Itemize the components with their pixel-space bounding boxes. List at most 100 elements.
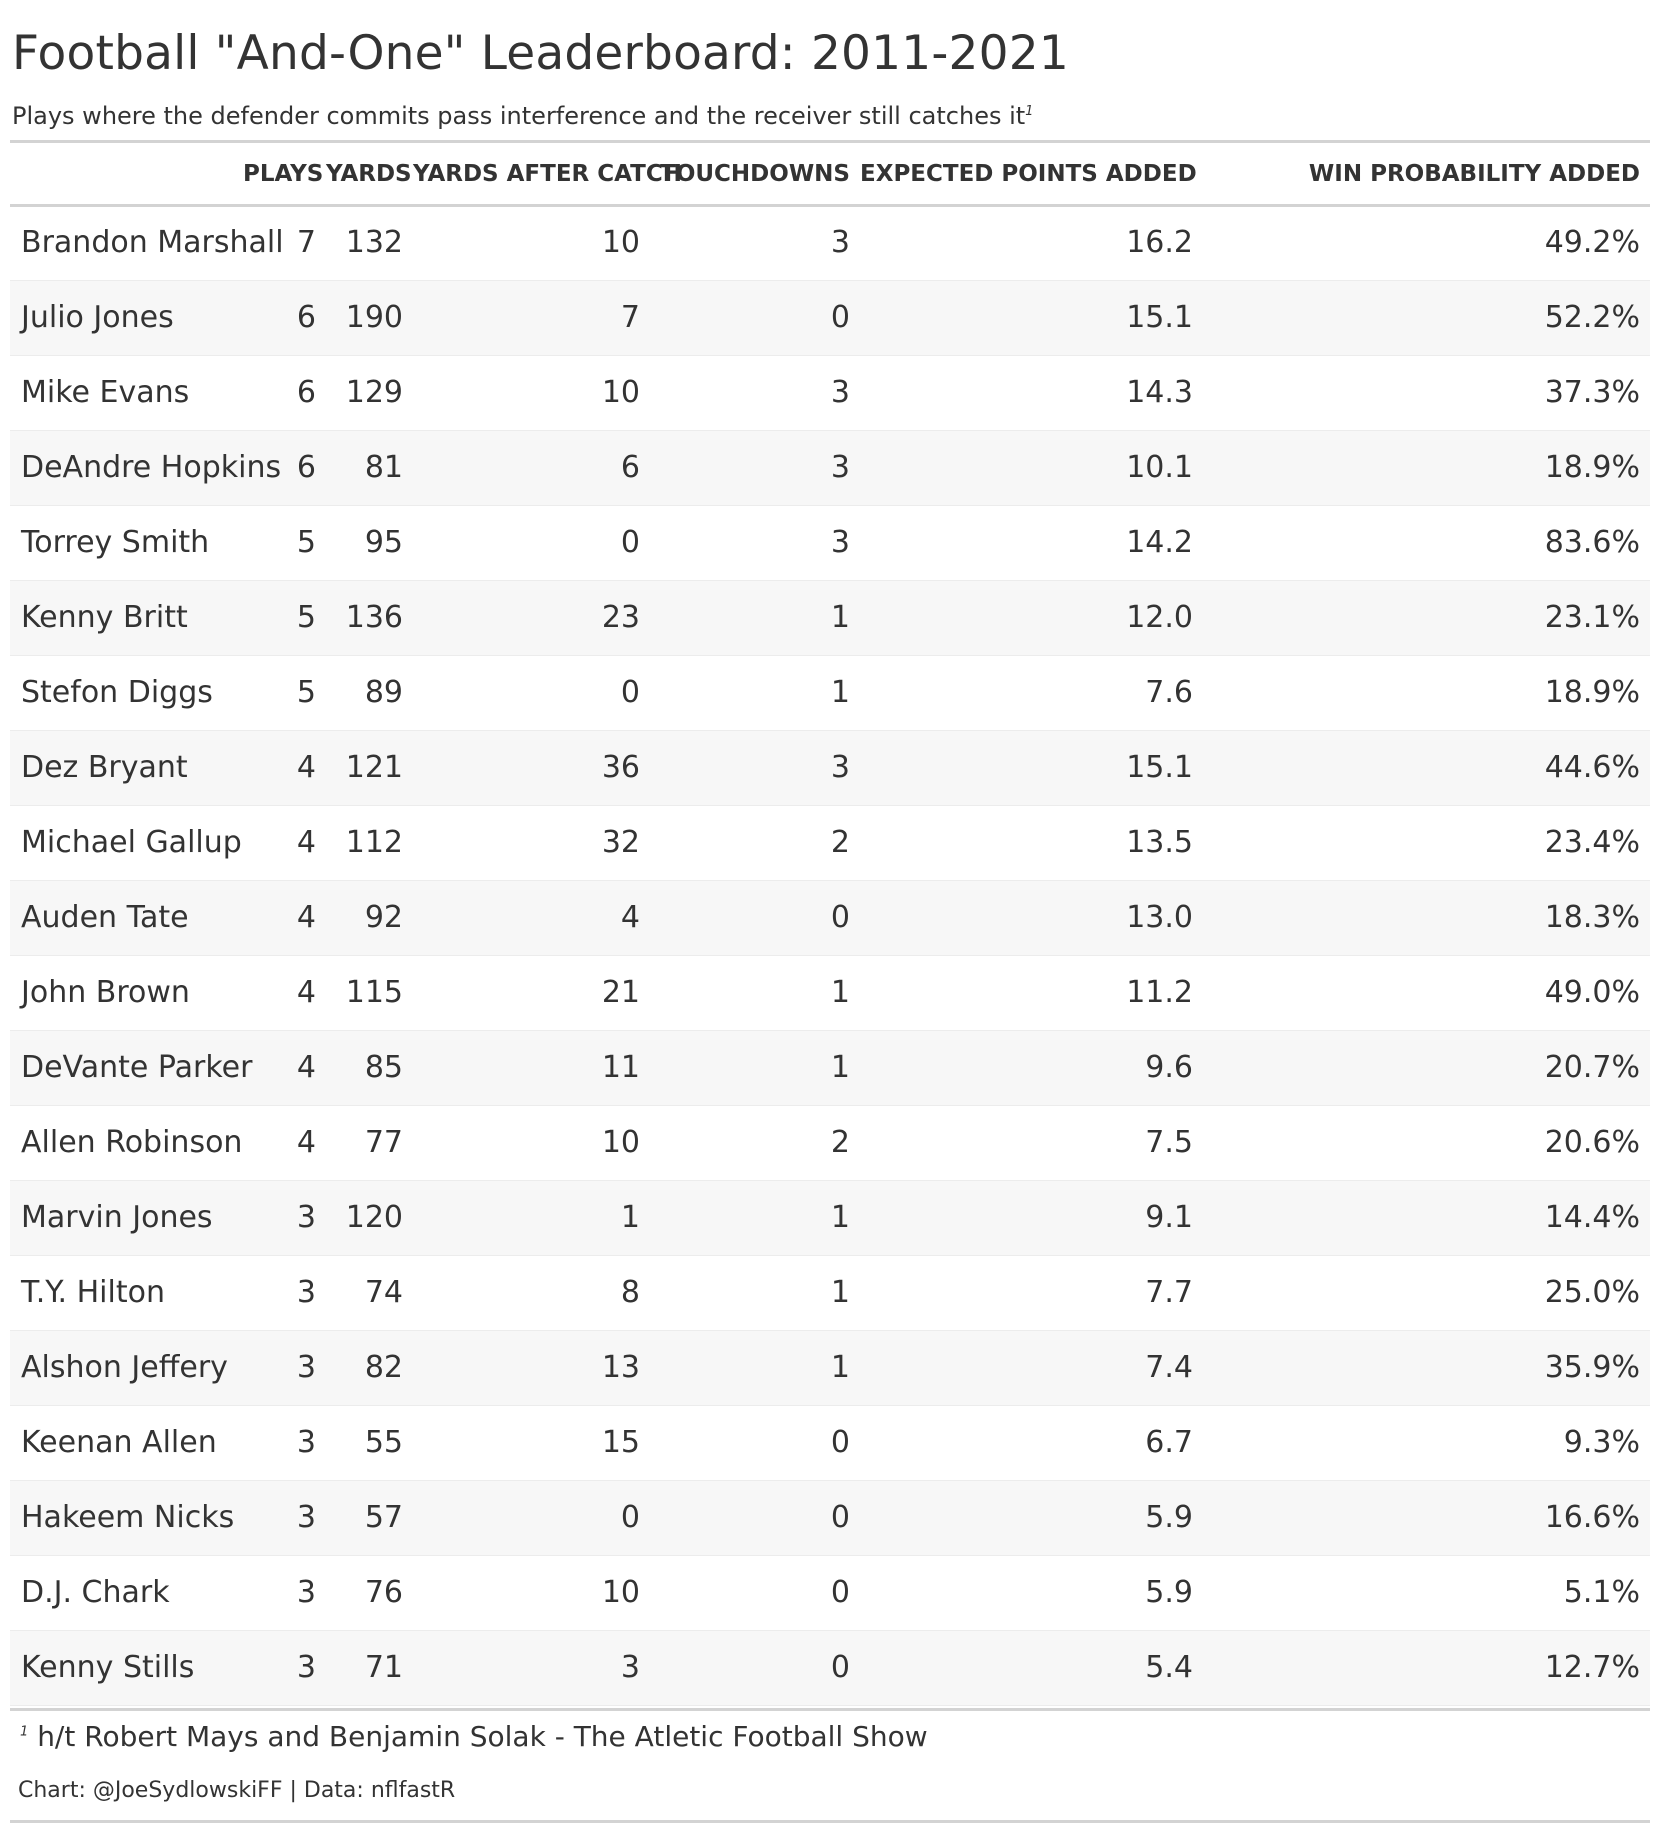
player-name-cell: Keenan Allen (21, 1425, 217, 1460)
player-name-cell: Dez Bryant (21, 750, 188, 785)
table-cell: 10.1 (1126, 450, 1193, 485)
table-cell: 121 (345, 750, 403, 785)
player-name-cell: Julio Jones (21, 300, 174, 335)
chart-title: Football "And-One" Leaderboard: 2011-202… (12, 26, 1069, 81)
table-cell: 115 (345, 975, 403, 1010)
table-cell: 1 (620, 1200, 640, 1235)
table-cell: 0 (830, 900, 850, 935)
table-cell: 3 (296, 1425, 316, 1460)
table-cell: 120 (345, 1200, 403, 1235)
table-row: Stefon Diggs 5 89 0 1 7.6 18.9% (10, 655, 1650, 730)
table-cell: 10 (601, 1575, 640, 1610)
table-cell: 10 (601, 224, 640, 260)
player-name-cell: Brandon Marshall (21, 224, 284, 260)
table-cell: 129 (345, 375, 403, 410)
player-name-cell: Hakeem Nicks (21, 1500, 235, 1535)
table-cell: 95 (364, 525, 403, 560)
table-cell: 49.0% (1544, 975, 1640, 1010)
table-cell: 20.7% (1544, 1050, 1640, 1085)
table-cell: 77 (364, 1125, 403, 1160)
table-cell: 9.6 (1145, 1050, 1193, 1085)
column-header: TOUCHDOWNS (660, 160, 850, 187)
table-cell: 5 (296, 675, 316, 710)
table-cell: 55 (364, 1425, 403, 1460)
table-cell: 10 (601, 375, 640, 410)
table-row: Keenan Allen 3 55 15 0 6.7 9.3% (10, 1405, 1650, 1480)
table-cell: 3 (830, 375, 850, 410)
table-cell: 15.1 (1126, 300, 1193, 335)
column-header: WIN PROBABILITY ADDED (1308, 160, 1640, 187)
table-cell: 3 (296, 1575, 316, 1610)
table-cell: 8 (620, 1275, 640, 1310)
header-row: PLAYS YARDS YARDS AFTER CATCH TOUCHDOWNS… (10, 142, 1650, 205)
player-name-cell: Marvin Jones (21, 1200, 213, 1235)
player-name-cell: D.J. Chark (21, 1575, 170, 1610)
table-cell: 13.5 (1126, 825, 1193, 860)
column-header: YARDS (326, 160, 412, 187)
table-cell: 18.9% (1544, 450, 1640, 485)
table-row: D.J. Chark 3 76 10 0 5.9 5.1% (10, 1555, 1650, 1630)
chart-subtitle: Plays where the defender commits pass in… (12, 102, 1033, 130)
table-row: Alshon Jeffery 3 82 13 1 7.4 35.9% (10, 1330, 1650, 1405)
player-name-cell: Kenny Stills (21, 1650, 195, 1685)
table-cell: 74 (364, 1275, 403, 1310)
leaderboard-table: PLAYS YARDS YARDS AFTER CATCH TOUCHDOWNS… (10, 142, 1650, 1706)
table-cell: 7.6 (1145, 675, 1193, 710)
table-row: Kenny Stills 3 71 3 0 5.4 12.7% (10, 1630, 1650, 1705)
footnote-text: h/t Robert Mays and Benjamin Solak - The… (37, 1720, 928, 1753)
table-cell: 0 (830, 1425, 850, 1460)
footnote-mark: 1 (20, 1724, 29, 1740)
table-row: Allen Robinson 4 77 10 2 7.5 20.6% (10, 1105, 1650, 1180)
table-cell: 44.6% (1544, 750, 1640, 785)
table-cell: 3 (296, 1650, 316, 1685)
table-cell: 21 (601, 975, 640, 1010)
player-name-cell: Stefon Diggs (21, 675, 213, 710)
table-row: DeVante Parker 4 85 11 1 9.6 20.7% (10, 1030, 1650, 1105)
table-cell: 3 (830, 224, 850, 260)
player-name-cell: Auden Tate (21, 900, 189, 935)
player-name-cell: Torrey Smith (21, 525, 210, 560)
player-name-cell: Mike Evans (21, 375, 190, 410)
table-row: Dez Bryant 4 121 36 3 15.1 44.6% (10, 730, 1650, 805)
table-row: Auden Tate 4 92 4 0 13.0 18.3% (10, 880, 1650, 955)
table-cell: 57 (364, 1500, 403, 1535)
column-header: EXPECTED POINTS ADDED (860, 160, 1197, 187)
table-cell: 4 (296, 900, 316, 935)
table-cell: 4 (620, 900, 640, 935)
table-cell: 82 (364, 1350, 403, 1385)
table-cell: 4 (296, 1125, 316, 1160)
player-name-cell: DeVante Parker (21, 1050, 253, 1085)
table-cell: 0 (830, 1500, 850, 1535)
table-cell: 7.5 (1145, 1125, 1193, 1160)
table-cell: 3 (830, 525, 850, 560)
table-row: Kenny Britt 5 136 23 1 12.0 23.1% (10, 580, 1650, 655)
table-row: Julio Jones 6 190 7 0 15.1 52.2% (10, 280, 1650, 355)
table-cell: 13 (601, 1350, 640, 1385)
table-cell: 5.9 (1145, 1500, 1193, 1535)
table-cell: 14.3 (1126, 375, 1193, 410)
bottom-rule (10, 1708, 1650, 1711)
table-cell: 15 (601, 1425, 640, 1460)
table-cell: 14.2 (1126, 525, 1193, 560)
table-row: Michael Gallup 4 112 32 2 13.5 23.4% (10, 805, 1650, 880)
table-cell: 18.9% (1544, 675, 1640, 710)
table-cell: 0 (620, 1500, 640, 1535)
table-body: Brandon Marshall 7 132 10 3 16.2 49.2% Julio Jo… (10, 205, 1650, 1705)
table-cell: 0 (620, 525, 640, 560)
table-cell: 11.2 (1126, 975, 1193, 1010)
table-cell: 136 (345, 600, 403, 635)
table-cell: 3 (296, 1275, 316, 1310)
table-cell: 7 (296, 224, 316, 260)
table-cell: 9.1 (1145, 1200, 1193, 1235)
table-cell: 20.6% (1544, 1125, 1640, 1160)
table-cell: 1 (830, 675, 850, 710)
table-cell: 76 (364, 1575, 403, 1610)
table-cell: 12.7% (1544, 1650, 1640, 1685)
table-cell: 3 (830, 450, 850, 485)
table-cell: 5.4 (1145, 1650, 1193, 1685)
player-name-cell: Kenny Britt (21, 600, 188, 635)
table-row: Hakeem Nicks 3 57 0 0 5.9 16.6% (10, 1480, 1650, 1555)
table-cell: 11 (601, 1050, 640, 1085)
table-cell: 0 (620, 675, 640, 710)
